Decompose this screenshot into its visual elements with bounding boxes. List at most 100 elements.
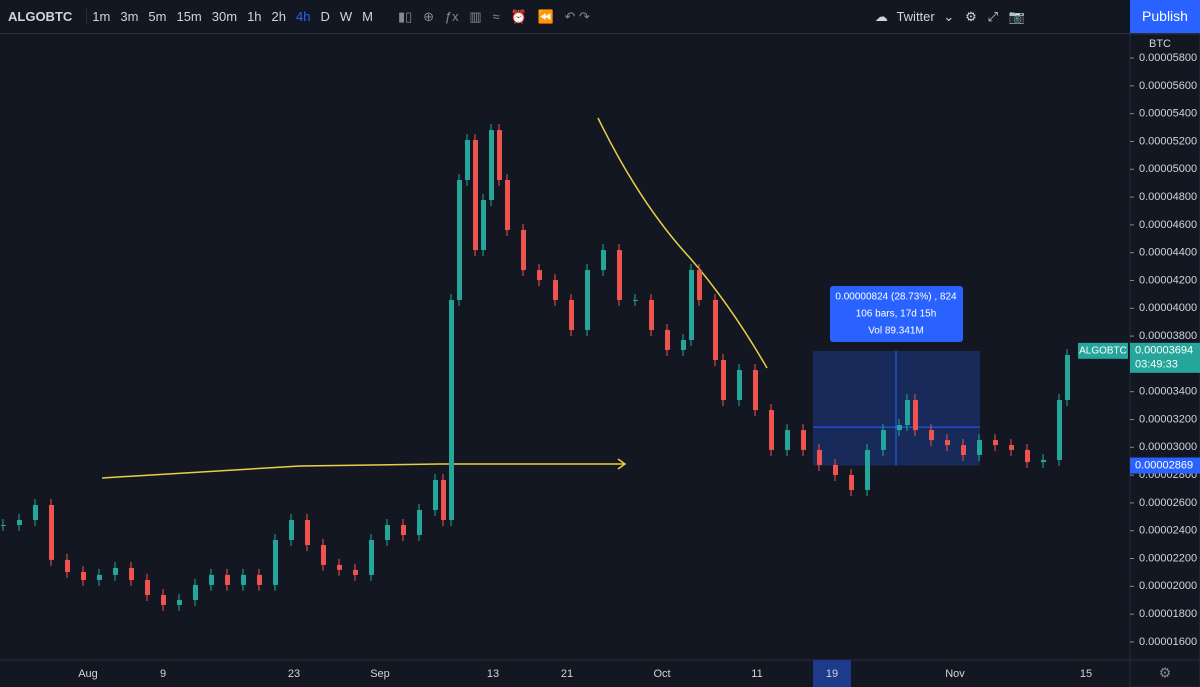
candle bbox=[489, 130, 494, 200]
candle bbox=[585, 270, 590, 330]
candle bbox=[993, 440, 998, 446]
candle bbox=[81, 572, 86, 580]
candle bbox=[257, 574, 262, 585]
candle bbox=[369, 540, 374, 575]
candle bbox=[665, 329, 670, 350]
candle bbox=[449, 299, 454, 521]
measure-low-tag bbox=[1130, 457, 1200, 474]
interval[interactable]: 5m bbox=[148, 9, 167, 24]
interval[interactable]: D bbox=[320, 9, 330, 24]
price-tick-label: 0.00005400 bbox=[1139, 108, 1197, 120]
candle bbox=[289, 520, 294, 541]
time-label: 9 bbox=[160, 668, 166, 680]
interval[interactable]: W bbox=[339, 9, 353, 24]
candle bbox=[49, 504, 54, 560]
time-label: 19 bbox=[826, 668, 838, 680]
interval[interactable]: M bbox=[362, 9, 373, 24]
candle bbox=[713, 299, 718, 360]
price-tick-label: 0.00004600 bbox=[1139, 219, 1197, 231]
candle bbox=[97, 574, 102, 580]
price-tick-label: 0.00004200 bbox=[1139, 274, 1197, 286]
price-tick-label: 0.00002200 bbox=[1139, 552, 1197, 564]
time-label: Aug bbox=[78, 668, 98, 680]
candle bbox=[833, 464, 838, 475]
candle bbox=[1025, 449, 1030, 463]
candle bbox=[737, 370, 742, 401]
candle bbox=[785, 430, 790, 450]
measure-text: Vol 89.341M bbox=[868, 326, 924, 337]
price-tick-label: 0.00005200 bbox=[1139, 135, 1197, 147]
time-label: 21 bbox=[561, 668, 573, 680]
interval[interactable]: 1m bbox=[92, 9, 111, 24]
drawing-curve[interactable] bbox=[597, 117, 768, 369]
tool-icons[interactable]: ▮▯ ⊕ ƒx ▥ ≈ ⏰ ⏪ ↶ ↷ bbox=[397, 8, 590, 24]
candle bbox=[961, 445, 966, 455]
candle bbox=[33, 504, 38, 521]
last-price-tag bbox=[1130, 342, 1200, 373]
price-tick-label: 0.00002000 bbox=[1139, 580, 1197, 592]
interval[interactable]: 1h bbox=[247, 9, 262, 24]
price-tick-label: 0.00005800 bbox=[1139, 52, 1197, 64]
candle bbox=[689, 270, 694, 340]
candle bbox=[681, 339, 686, 350]
candle bbox=[1057, 400, 1062, 460]
candle bbox=[321, 545, 326, 565]
share-button[interactable]: ☁ Twitter ⌄ ⚙ ⤢ 📷 bbox=[874, 9, 1025, 24]
candle bbox=[353, 569, 358, 575]
price-tick-label: 0.00001600 bbox=[1139, 636, 1197, 648]
interval[interactable]: 4h bbox=[296, 9, 311, 24]
candle bbox=[65, 559, 70, 573]
price-tick-label: 0.00002400 bbox=[1139, 525, 1197, 537]
measure-low: 0.00002869 bbox=[1135, 459, 1193, 471]
price-tick-label: 0.00005000 bbox=[1139, 163, 1197, 175]
candle bbox=[401, 525, 406, 536]
candle bbox=[617, 250, 622, 300]
candle bbox=[897, 425, 902, 431]
price-tick-label: 0.00003000 bbox=[1139, 441, 1197, 453]
price-unit[interactable]: BTC bbox=[1149, 38, 1171, 50]
candle bbox=[1065, 354, 1070, 401]
candle bbox=[769, 410, 774, 450]
measure-tooltip bbox=[830, 286, 963, 342]
drawing-arrowhead bbox=[617, 458, 627, 470]
price-tick-label: 0.00003400 bbox=[1139, 386, 1197, 398]
candle bbox=[945, 440, 950, 446]
candle bbox=[865, 449, 870, 490]
drawing-arrow[interactable] bbox=[101, 463, 625, 479]
candle bbox=[473, 140, 478, 251]
candle bbox=[505, 179, 510, 231]
interval[interactable]: 3m bbox=[120, 9, 139, 24]
candle bbox=[601, 250, 606, 271]
settings-icon[interactable]: ⚙ bbox=[1159, 665, 1172, 681]
time-label: 15 bbox=[1080, 668, 1092, 680]
time-label: Sep bbox=[370, 668, 390, 680]
symbol[interactable]: ALGOBTC bbox=[0, 9, 88, 24]
time-label: 23 bbox=[288, 668, 300, 680]
measure-text: 0.00000824 (28.73%) , 824 bbox=[835, 292, 957, 303]
candle bbox=[537, 270, 542, 281]
candle bbox=[721, 359, 726, 401]
interval[interactable]: 30m bbox=[211, 9, 238, 24]
candle bbox=[633, 299, 638, 301]
candle bbox=[417, 509, 422, 536]
candle bbox=[697, 270, 702, 300]
candle bbox=[145, 579, 150, 595]
candle bbox=[481, 199, 486, 251]
publish-button[interactable]: Publish bbox=[1130, 0, 1200, 33]
candle bbox=[521, 230, 526, 271]
candle bbox=[337, 564, 342, 570]
candle bbox=[193, 584, 198, 600]
candle bbox=[849, 474, 854, 490]
interval[interactable]: 2h bbox=[271, 9, 286, 24]
share-label[interactable]: Twitter bbox=[896, 9, 935, 24]
price-tick-label: 0.00001800 bbox=[1139, 608, 1197, 620]
candle bbox=[225, 574, 230, 585]
candle bbox=[209, 574, 214, 585]
chart: BTC ⚙ 0.00005800 0.00005600 0.00005400 0.00… bbox=[0, 34, 1200, 687]
time-label: Oct bbox=[653, 668, 670, 680]
time-label: 13 bbox=[487, 668, 499, 680]
candle bbox=[497, 130, 502, 180]
interval[interactable]: 15m bbox=[176, 9, 202, 24]
candle bbox=[649, 299, 654, 330]
